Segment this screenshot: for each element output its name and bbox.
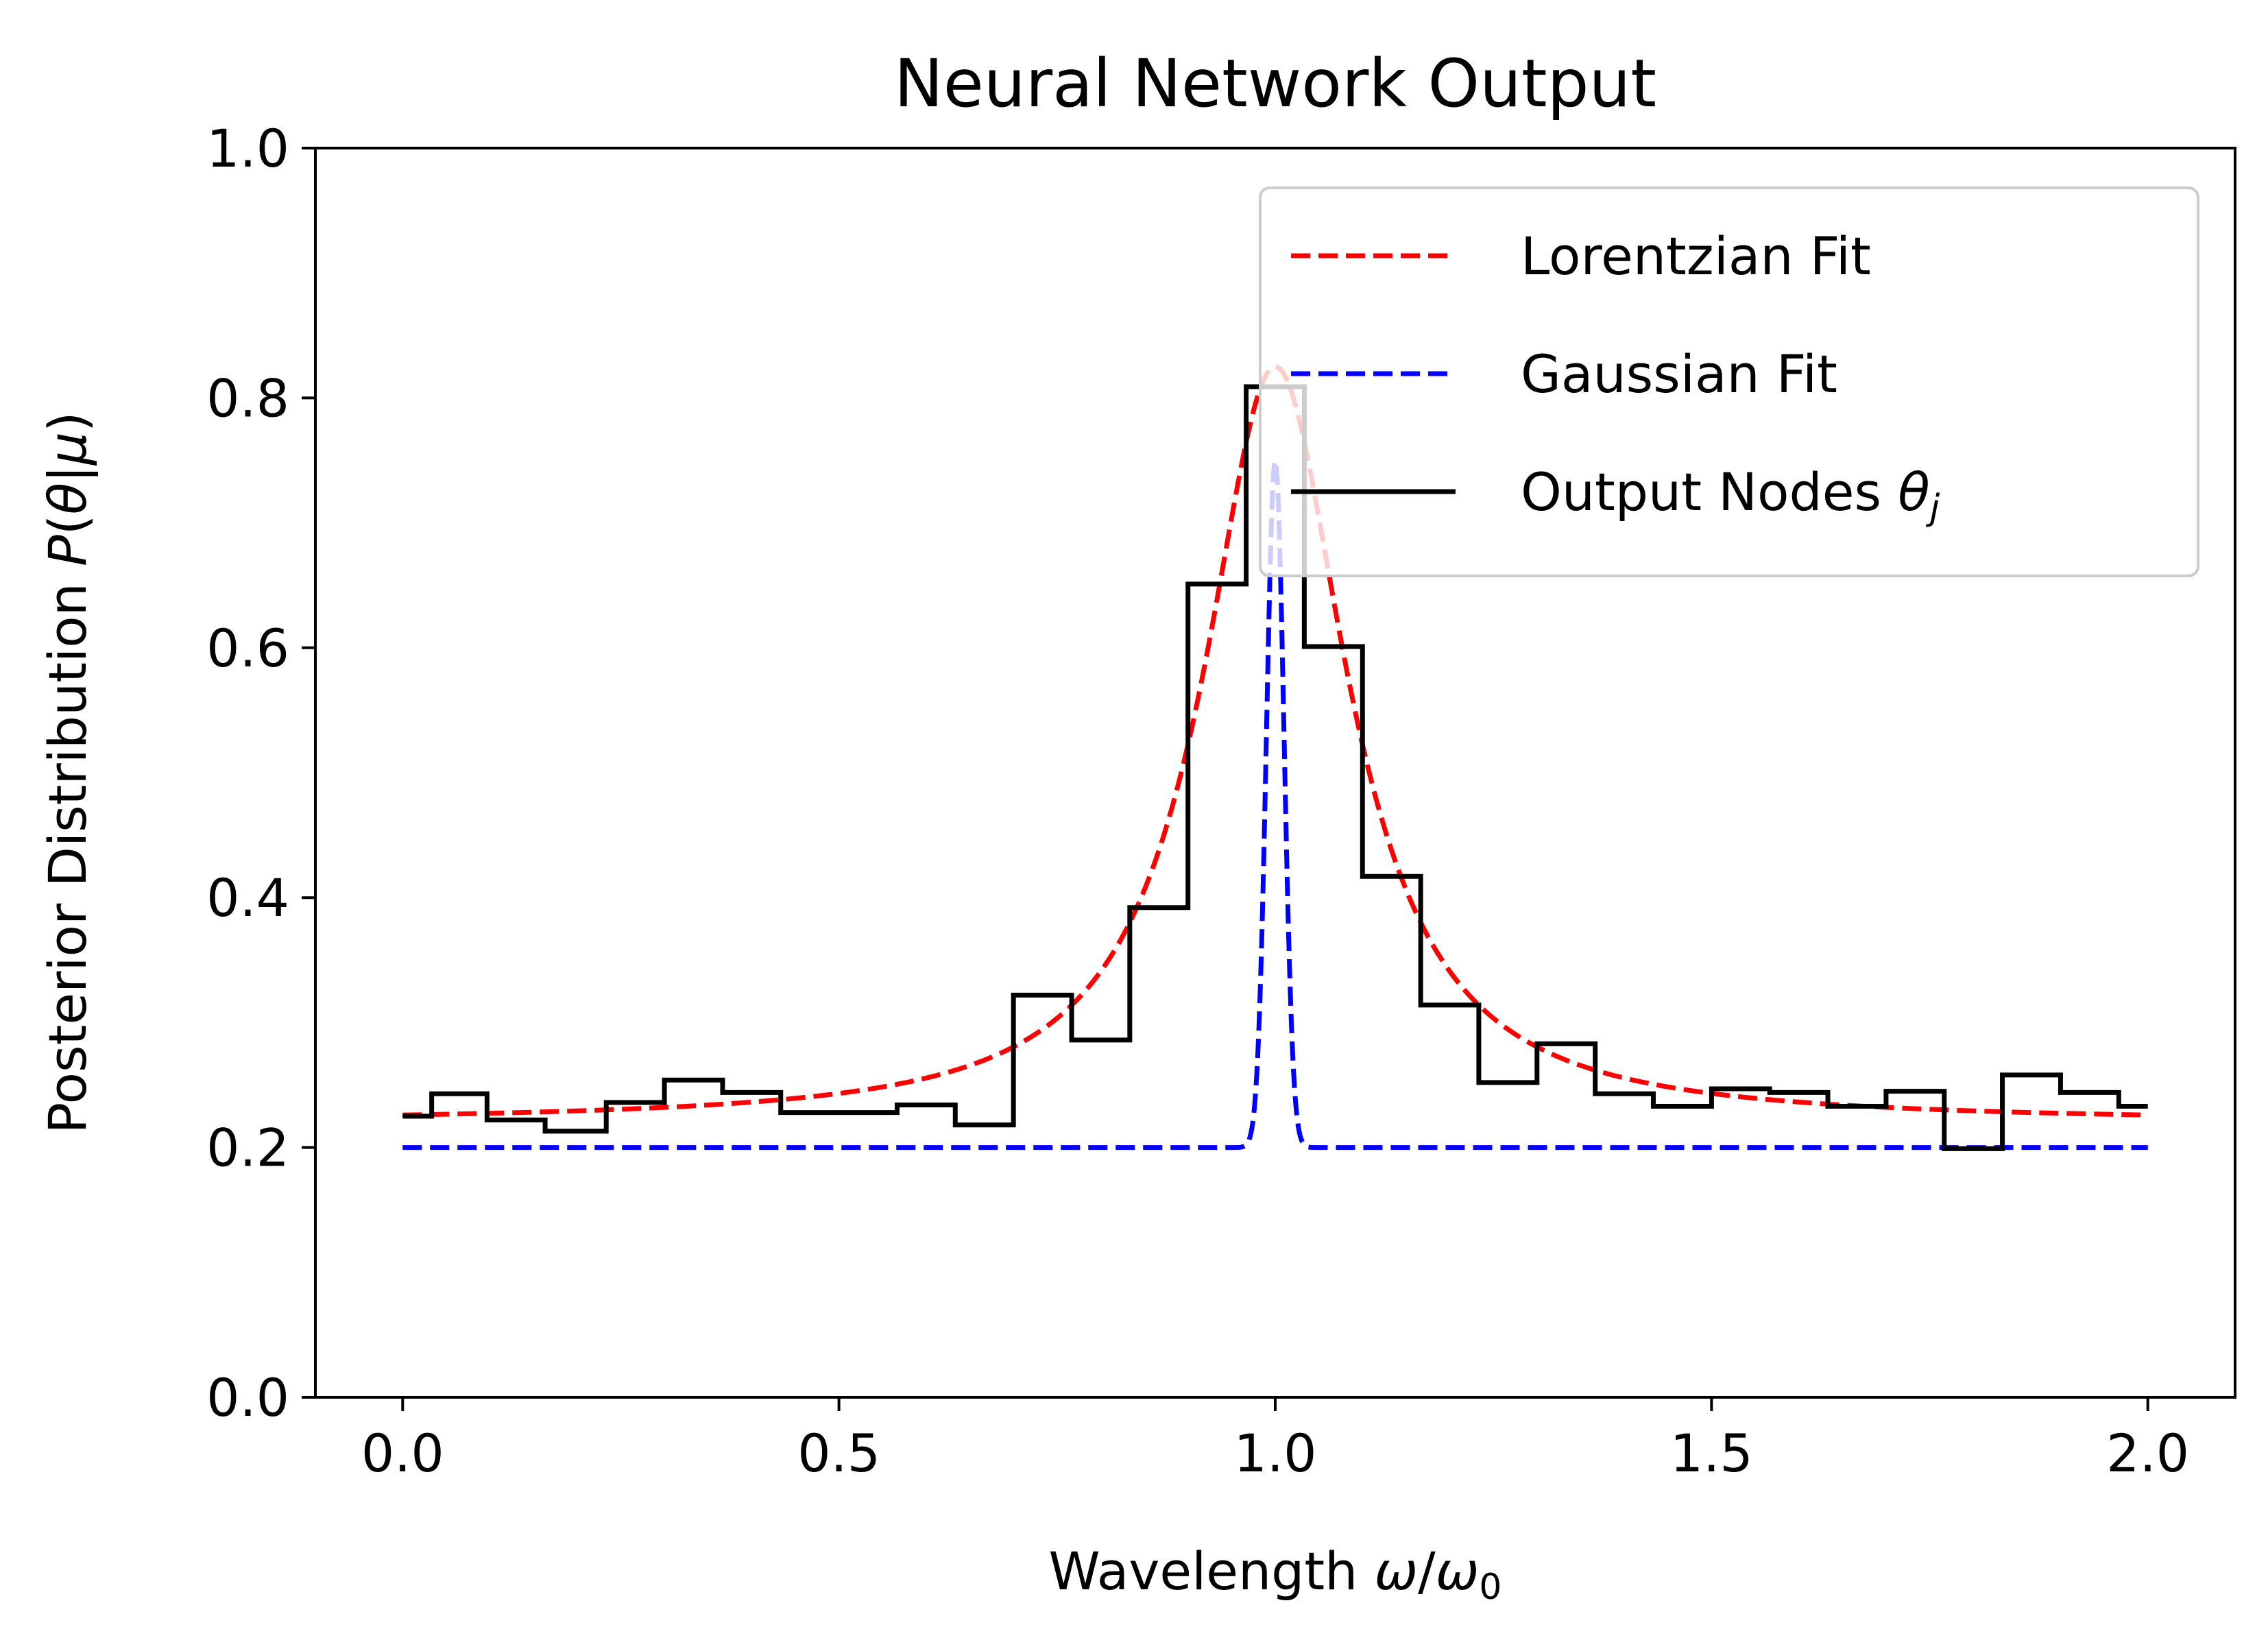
y-tick-label: 0.6 bbox=[206, 618, 289, 679]
y-tick-label: 0.2 bbox=[206, 1118, 289, 1179]
y-axis-label: Posterior Distribution P(θ|μ) bbox=[37, 411, 99, 1133]
legend-label-gaussian: Gaussian Fit bbox=[1521, 344, 1837, 405]
y-tick-label: 1.0 bbox=[206, 118, 289, 179]
x-axis-label: Wavelength ω/ω0 bbox=[1048, 1541, 1501, 1608]
legend-label-output-nodes: Output Nodes θj bbox=[1521, 461, 1940, 529]
legend-box bbox=[1259, 186, 2199, 577]
y-tick-label: 0.8 bbox=[206, 367, 289, 429]
x-tick-label: 1.5 bbox=[1670, 1423, 1753, 1484]
x-axis-ticks: 0.0 0.5 1.0 1.5 2.0 bbox=[361, 1397, 2189, 1484]
chart-title: Neural Network Output bbox=[894, 45, 1656, 122]
x-tick-label: 0.0 bbox=[361, 1423, 444, 1484]
x-tick-label: 2.0 bbox=[2106, 1423, 2189, 1484]
x-tick-label: 0.5 bbox=[797, 1423, 880, 1484]
legend: Lorentzian Fit Gaussian Fit Output Nodes… bbox=[1259, 186, 2199, 577]
x-tick-label: 1.0 bbox=[1234, 1423, 1317, 1484]
legend-label-lorentzian: Lorentzian Fit bbox=[1521, 226, 1871, 287]
series-gaussian-fit bbox=[402, 459, 2148, 1150]
y-tick-label: 0.0 bbox=[206, 1367, 289, 1428]
y-axis-ticks: 0.0 0.2 0.4 0.6 0.8 1.0 bbox=[206, 118, 315, 1428]
y-tick-label: 0.4 bbox=[206, 867, 289, 928]
